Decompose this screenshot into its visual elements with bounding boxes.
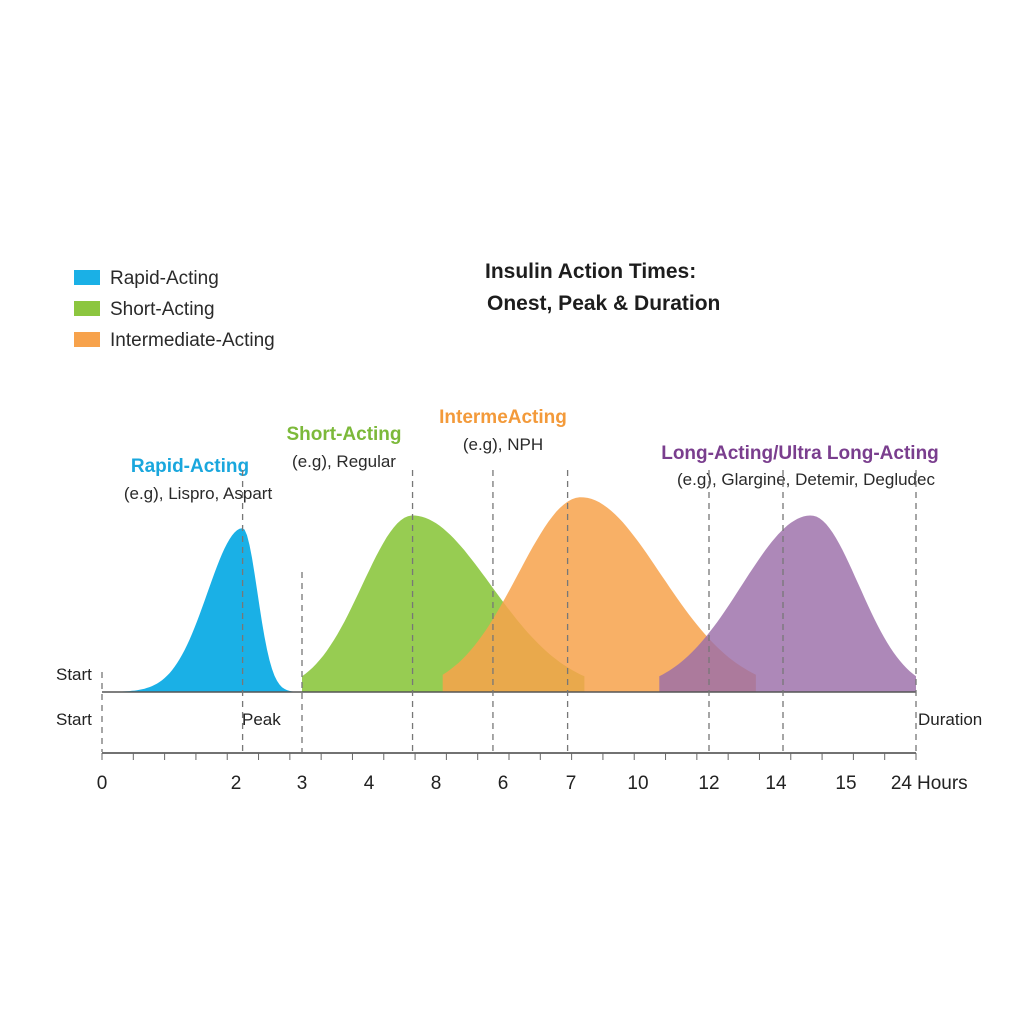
x-tick-label-10: 15 bbox=[835, 773, 856, 794]
chart-title-line-2: Onest, Peak & Duration bbox=[487, 292, 720, 315]
curve-title-intermediate: IntermeActing bbox=[439, 407, 567, 428]
x-tick-label-6: 7 bbox=[566, 773, 577, 794]
start-marker-upper: Start bbox=[56, 665, 92, 684]
legend-label-short: Short-Acting bbox=[110, 299, 215, 320]
curve-example-long: (e.g), Glargine, Detemir, Degludec bbox=[677, 470, 935, 489]
duration-marker: Duration bbox=[918, 710, 982, 729]
x-tick-label-5: 6 bbox=[498, 773, 509, 794]
curve-long-acting bbox=[659, 515, 916, 692]
curve-intermediate-acting bbox=[442, 497, 756, 692]
curve-example-rapid: (e.g), Lispro, Aspart bbox=[124, 484, 273, 503]
x-tick-label-0: 0 bbox=[97, 773, 108, 794]
axis-ticks: 0 2 3 4 8 6 7 10 12 14 15 24 bbox=[97, 753, 917, 794]
curve-title-long: Long-Acting/Ultra Long-Acting bbox=[661, 443, 939, 464]
x-tick-label-3: 4 bbox=[364, 773, 375, 794]
legend: Rapid-Acting Short-Acting Intermediate-A… bbox=[74, 268, 275, 351]
curve-title-rapid: Rapid-Acting bbox=[131, 456, 249, 477]
legend-label-intermediate: Intermediate-Acting bbox=[110, 330, 275, 351]
legend-swatch-short bbox=[74, 301, 100, 316]
x-tick-label-2: 3 bbox=[297, 773, 308, 794]
legend-swatch-intermediate bbox=[74, 332, 100, 347]
legend-swatch-rapid bbox=[74, 270, 100, 285]
legend-label-rapid: Rapid-Acting bbox=[110, 268, 219, 289]
x-tick-label-4: 8 bbox=[431, 773, 442, 794]
curve-example-short: (e.g), Regular bbox=[292, 452, 396, 471]
x-tick-label-7: 10 bbox=[627, 773, 648, 794]
x-tick-label-11: 24 bbox=[891, 773, 913, 794]
x-tick-label-1: 2 bbox=[231, 773, 242, 794]
start-marker-lower: Start bbox=[56, 710, 92, 729]
chart-title-line-1: Insulin Action Times: bbox=[485, 260, 696, 283]
x-tick-label-8: 12 bbox=[698, 773, 719, 794]
curve-example-intermediate: (e.g), NPH bbox=[463, 435, 543, 454]
x-tick-label-9: 14 bbox=[765, 773, 787, 794]
curve-rapid-acting bbox=[102, 528, 302, 692]
reference-lines bbox=[101, 470, 917, 752]
curve-title-short: Short-Acting bbox=[286, 424, 401, 445]
curves bbox=[102, 497, 916, 692]
axis-unit-label: Hours bbox=[917, 773, 968, 794]
peak-marker: Peak bbox=[242, 710, 281, 729]
curve-labels: Rapid-Acting (e.g), Lispro, Aspart Short… bbox=[124, 407, 939, 503]
